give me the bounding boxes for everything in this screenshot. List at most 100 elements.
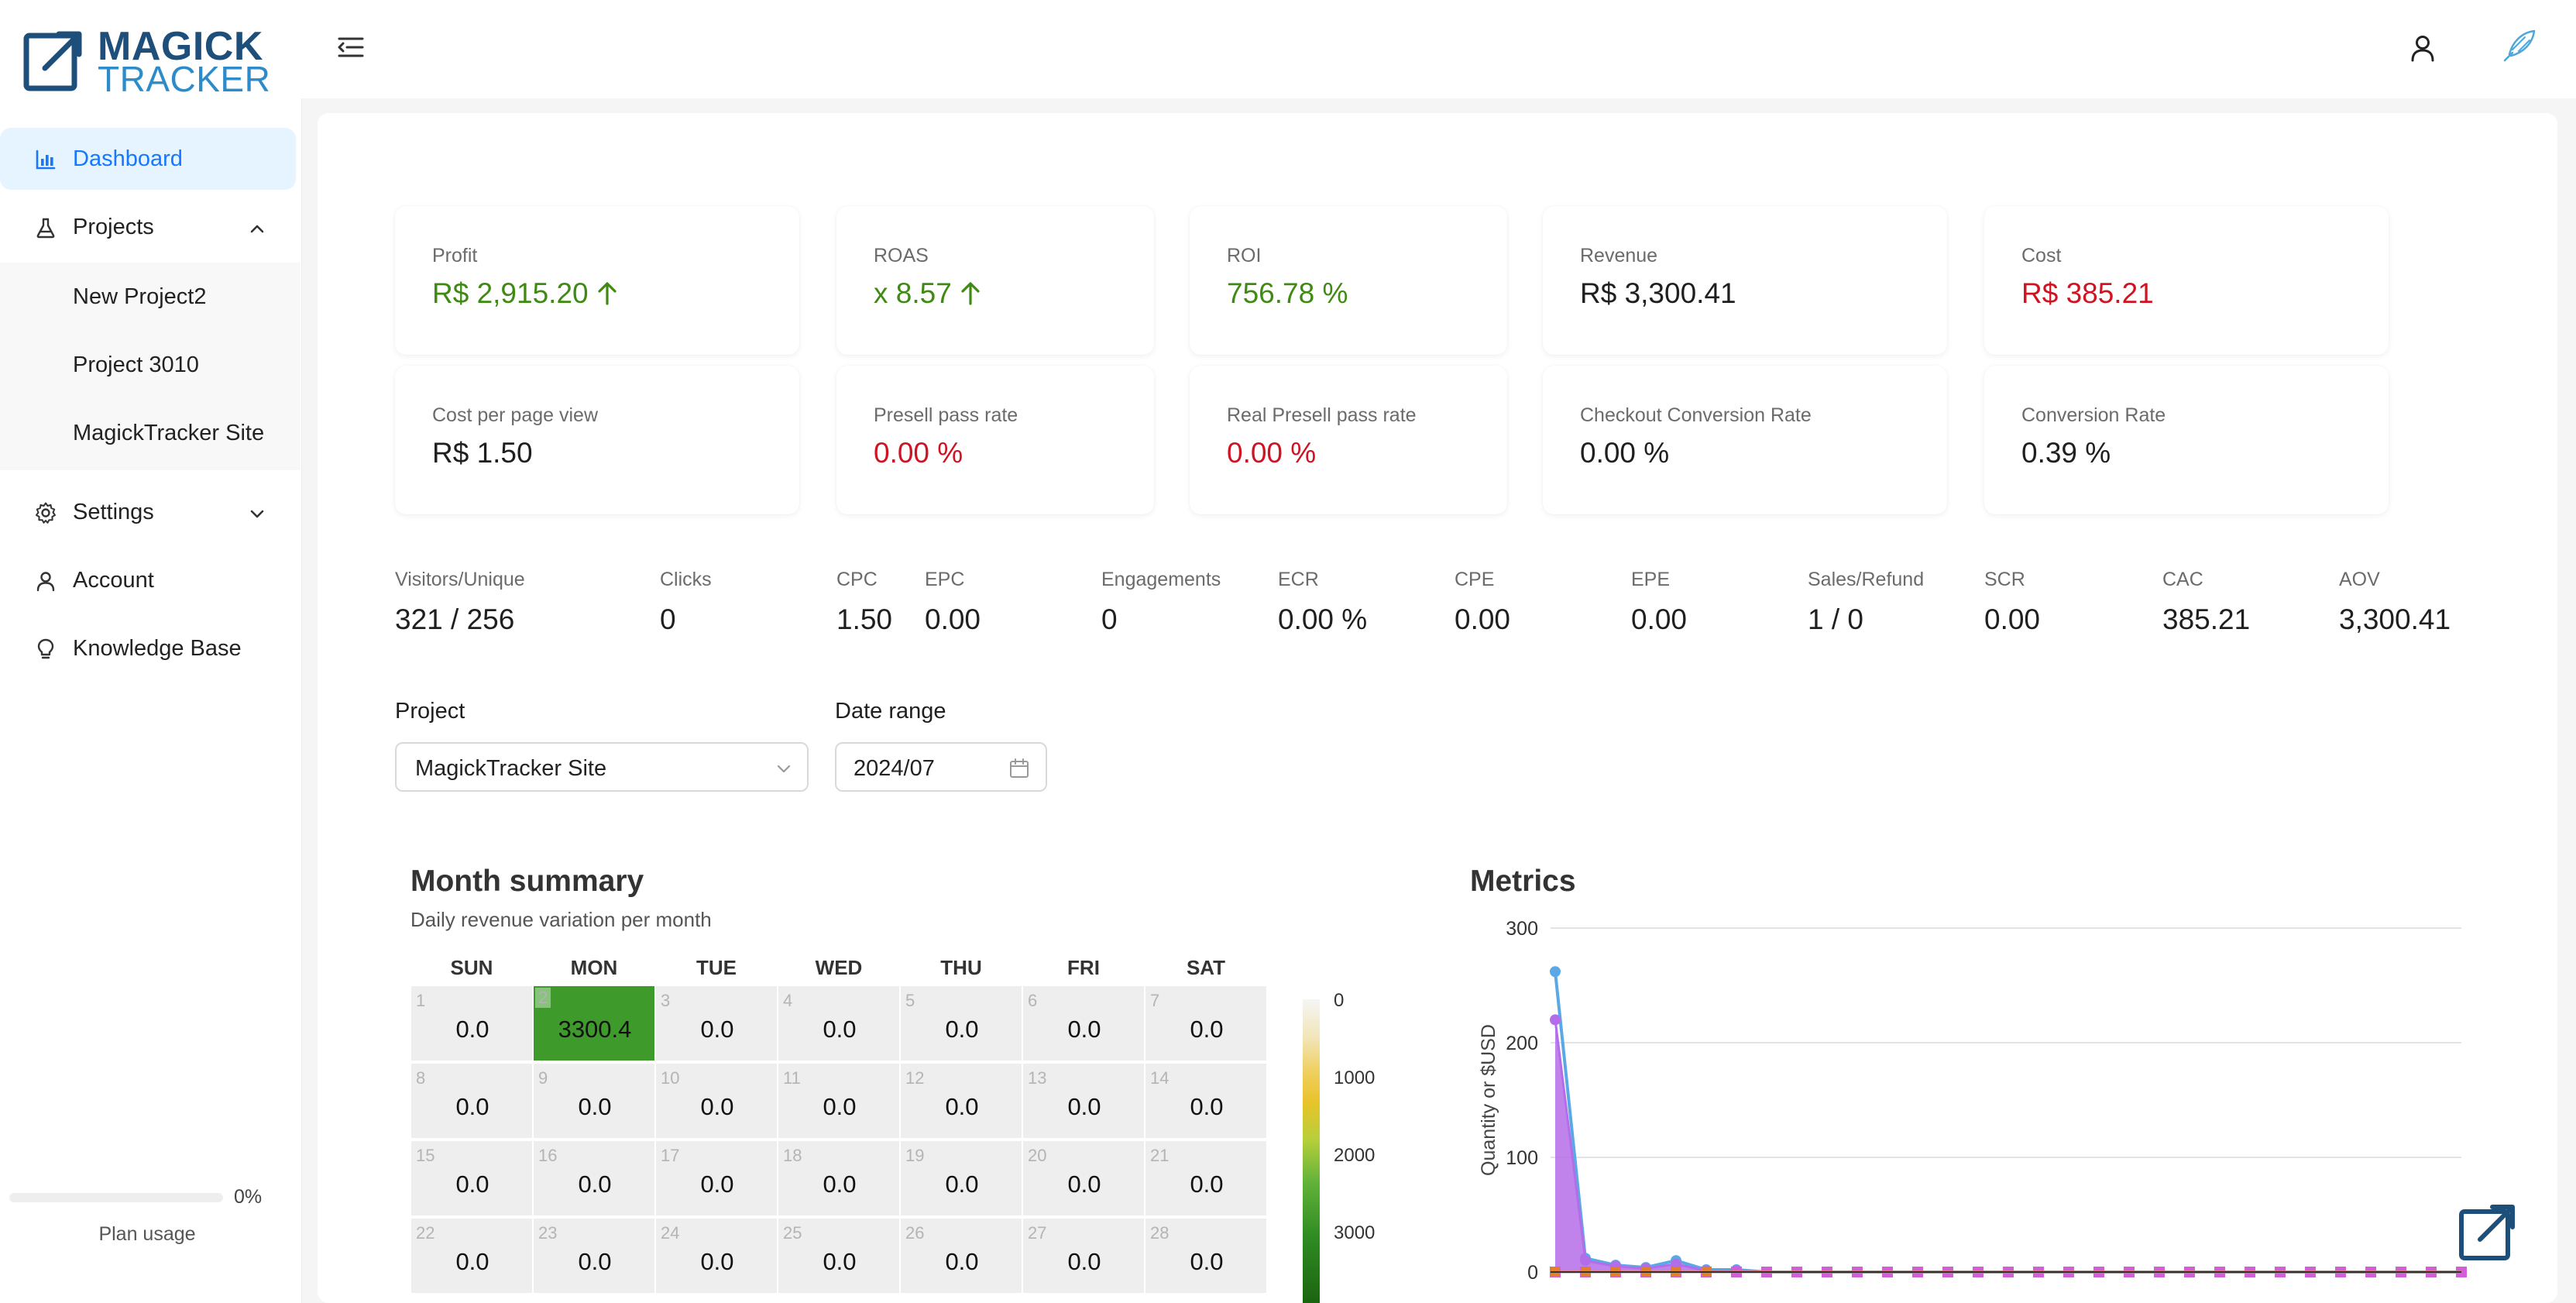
stat-epc: EPC 0.00 bbox=[925, 569, 981, 636]
heatmap-color-scale bbox=[1303, 999, 1320, 1303]
calendar-day-number: 27 bbox=[1028, 1223, 1047, 1243]
sidebar-item-knowledge-base[interactable]: Knowledge Base bbox=[0, 617, 296, 679]
calendar-day-cell[interactable]: 21 0.0 bbox=[1145, 1140, 1267, 1216]
kpi-card-roas: ROAS x 8.57 bbox=[836, 206, 1154, 355]
calendar-day-number: 18 bbox=[783, 1146, 802, 1165]
calendar-day-cell[interactable]: 14 0.0 bbox=[1145, 1063, 1267, 1139]
calendar-day-value: 0.0 bbox=[1067, 1248, 1101, 1275]
stat-label: CPC bbox=[836, 569, 878, 590]
calendar-day-cell[interactable]: 1 0.0 bbox=[410, 985, 533, 1061]
calendar-day-number: 7 bbox=[1150, 991, 1160, 1010]
calendar-day-cell[interactable]: 23 0.0 bbox=[533, 1218, 655, 1294]
chevron-down-icon bbox=[250, 510, 264, 518]
sidebar-item-projects[interactable]: Projects bbox=[0, 196, 296, 258]
calendar-day-cell[interactable]: 4 0.0 bbox=[778, 985, 900, 1061]
calendar-day-cell[interactable]: 17 0.0 bbox=[655, 1140, 778, 1216]
calendar-day-value: 0.0 bbox=[823, 1016, 857, 1043]
stat-value: 1 / 0 bbox=[1808, 603, 1863, 635]
weekday-header: MON bbox=[570, 956, 618, 979]
calendar-day-cell[interactable]: 22 0.0 bbox=[410, 1218, 533, 1294]
kpi-card-cost: Cost R$ 385.21 bbox=[1984, 206, 2389, 355]
project-select[interactable]: MagickTracker Site bbox=[395, 742, 809, 792]
month-summary-title: Month summary bbox=[410, 865, 644, 898]
plan-usage-label: Plan usage bbox=[98, 1223, 196, 1245]
kpi-label: ROI bbox=[1227, 245, 1262, 266]
date-range-picker[interactable]: 2024/07 bbox=[835, 742, 1047, 792]
calendar-day-cell[interactable]: 19 0.0 bbox=[900, 1140, 1022, 1216]
stat-value: 0.00 % bbox=[1278, 603, 1368, 635]
calendar-day-cell[interactable]: 25 0.0 bbox=[778, 1218, 900, 1294]
stat-scr: SCR 0.00 bbox=[1984, 569, 2040, 636]
calendar-day-value: 0.0 bbox=[1067, 1093, 1101, 1120]
sidebar-item-settings[interactable]: Settings bbox=[0, 481, 296, 543]
sidebar-project-item[interactable]: MagickTracker Site bbox=[73, 421, 265, 445]
sidebar-project-item[interactable]: Project 3010 bbox=[73, 352, 199, 377]
calendar-day-cell[interactable]: 26 0.0 bbox=[900, 1218, 1022, 1294]
kpi-label: Revenue bbox=[1580, 245, 1658, 266]
calendar-day-cell[interactable]: 11 0.0 bbox=[778, 1063, 900, 1139]
calendar-day-number: 6 bbox=[1028, 991, 1038, 1010]
sidebar-item-account[interactable]: Account bbox=[0, 549, 296, 611]
menu-fold-button[interactable] bbox=[335, 33, 367, 62]
calendar-day-cell[interactable]: 8 0.0 bbox=[410, 1063, 533, 1139]
calendar-day-value: 0.0 bbox=[1190, 1016, 1224, 1043]
calendar-day-number: 15 bbox=[416, 1146, 435, 1165]
kpi-value: 0.00 % bbox=[874, 437, 963, 469]
calendar-day-number: 23 bbox=[538, 1223, 558, 1243]
calendar-day-number: 11 bbox=[783, 1068, 801, 1088]
kpi-label: Profit bbox=[432, 245, 478, 266]
date-range-label: Date range bbox=[835, 699, 946, 724]
brand-logo[interactable]: MAGICK TRACKER bbox=[23, 24, 291, 115]
weekday-header: WED bbox=[815, 956, 863, 979]
calendar-day-cell[interactable]: 2 3300.4 bbox=[533, 985, 655, 1061]
calendar-day-cell[interactable]: 13 0.0 bbox=[1022, 1063, 1145, 1139]
kpi-value: R$ 1.50 bbox=[432, 437, 533, 469]
user-menu-button[interactable] bbox=[2407, 33, 2438, 64]
calendar-day-value: 0.0 bbox=[1190, 1171, 1224, 1198]
data-point[interactable] bbox=[1550, 966, 1561, 978]
stat-value: 385.21 bbox=[2162, 603, 2251, 635]
month-summary-subtitle: Daily revenue variation per month bbox=[410, 908, 712, 931]
y-tick-label: 200 bbox=[1506, 1033, 1538, 1054]
data-point[interactable] bbox=[1550, 1014, 1561, 1026]
stat-label: Visitors/Unique bbox=[395, 569, 525, 590]
kpi-label: Cost per page view bbox=[432, 404, 599, 426]
floating-logo-button[interactable] bbox=[2457, 1201, 2519, 1263]
sidebar-item-dashboard[interactable]: Dashboard bbox=[0, 128, 296, 190]
sidebar-project-item[interactable]: New Project2 bbox=[73, 284, 207, 309]
calendar-day-cell[interactable]: 6 0.0 bbox=[1022, 985, 1145, 1061]
rocket-icon bbox=[2503, 29, 2536, 62]
kpi-value: 0.00 % bbox=[1227, 437, 1317, 469]
plan-usage-progress bbox=[9, 1193, 223, 1202]
stat-cpe: CPE 0.00 bbox=[1455, 569, 1510, 636]
calendar-day-cell[interactable]: 3 0.0 bbox=[655, 985, 778, 1061]
calendar-day-cell[interactable]: 7 0.0 bbox=[1145, 985, 1267, 1061]
data-point[interactable] bbox=[1580, 1255, 1591, 1267]
logo-text-magick: MAGICK bbox=[98, 24, 263, 69]
kpi-label: ROAS bbox=[874, 245, 929, 266]
sidebar-item-label: Projects bbox=[73, 214, 154, 239]
calendar-day-cell[interactable]: 15 0.0 bbox=[410, 1140, 533, 1216]
calendar-day-value: 0.0 bbox=[455, 1016, 489, 1043]
calendar-day-value: 0.0 bbox=[578, 1248, 612, 1275]
calendar-day-cell[interactable]: 12 0.0 bbox=[900, 1063, 1022, 1139]
kpi-card-presell-pass-rate: Presell pass rate 0.00 % bbox=[836, 366, 1154, 514]
calendar-day-cell[interactable]: 28 0.0 bbox=[1145, 1218, 1267, 1294]
calendar-day-cell[interactable]: 5 0.0 bbox=[900, 985, 1022, 1061]
calendar-day-value: 0.0 bbox=[945, 1016, 979, 1043]
calendar-day-cell[interactable]: 10 0.0 bbox=[655, 1063, 778, 1139]
calendar-day-cell[interactable]: 16 0.0 bbox=[533, 1140, 655, 1216]
sidebar-item-label: Account bbox=[73, 567, 154, 593]
calendar-day-number: 28 bbox=[1150, 1223, 1170, 1243]
calendar-day-value: 0.0 bbox=[945, 1248, 979, 1275]
calendar-day-value: 0.0 bbox=[578, 1093, 612, 1120]
calendar-day-cell[interactable]: 24 0.0 bbox=[655, 1218, 778, 1294]
calendar-day-cell[interactable]: 18 0.0 bbox=[778, 1140, 900, 1216]
rocket-button[interactable] bbox=[2502, 26, 2539, 64]
calendar-day-cell[interactable]: 9 0.0 bbox=[533, 1063, 655, 1139]
calendar-day-cell[interactable]: 27 0.0 bbox=[1022, 1218, 1145, 1294]
stat-cpc: CPC 1.50 bbox=[836, 569, 892, 636]
calendar-day-cell[interactable]: 20 0.0 bbox=[1022, 1140, 1145, 1216]
stat-visitors-unique: Visitors/Unique 321 / 256 bbox=[395, 569, 525, 636]
scale-tick-label: 3000 bbox=[1334, 1222, 1376, 1243]
